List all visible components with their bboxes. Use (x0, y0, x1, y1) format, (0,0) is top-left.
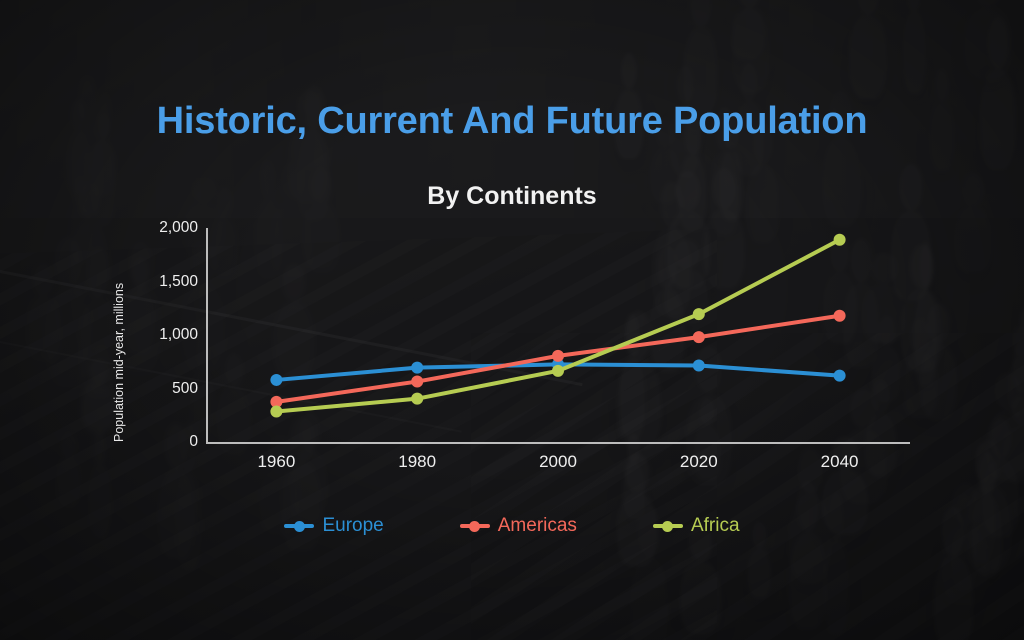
x-axis-tick: 1980 (398, 452, 437, 471)
legend-item-europe[interactable]: Europe (284, 515, 384, 537)
page-subtitle: By Continents (427, 182, 597, 210)
x-axis-line (206, 442, 910, 444)
data-point-europe-1980[interactable] (411, 361, 424, 374)
data-point-europe-1960[interactable] (270, 373, 283, 386)
series-line-africa (274, 237, 842, 414)
page-title: Historic, Current And Future Population (156, 100, 868, 142)
data-point-europe-2040[interactable] (833, 369, 846, 382)
x-axis-tick: 2000 (539, 452, 577, 471)
data-point-americas-2040[interactable] (833, 309, 846, 322)
data-point-americas-1980[interactable] (411, 375, 424, 388)
data-point-africa-2000[interactable] (552, 364, 564, 377)
data-point-africa-1980[interactable] (411, 392, 424, 405)
y-axis-line (206, 228, 208, 442)
legend-label: Europe (322, 515, 384, 536)
legend-dot-icon (293, 520, 305, 532)
data-point-americas-2020[interactable] (692, 331, 705, 344)
y-axis-tick: 500 (172, 379, 198, 397)
y-axis-tick-labels: 0 500 1,000 1,500 2,000 (138, 0, 198, 640)
y-axis-tick: 2,000 (159, 219, 198, 236)
legend-marker-icon (459, 520, 490, 532)
chart-legend: Europe Americas Africa (0, 515, 1024, 537)
y-axis-tick: 0 (189, 433, 198, 450)
legend-dot-icon (662, 520, 674, 532)
data-point-africa-1960[interactable] (270, 405, 283, 418)
data-point-africa-2040[interactable] (833, 233, 846, 246)
legend-item-africa[interactable]: Africa (652, 515, 740, 537)
x-axis-tick: 1960 (257, 452, 296, 471)
y-axis-tick: 1,500 (159, 272, 198, 290)
data-point-europe-2020[interactable] (692, 359, 705, 372)
y-axis-tick: 1,000 (159, 326, 198, 343)
legend-dot-icon (469, 520, 481, 532)
legend-item-americas[interactable]: Americas (459, 515, 577, 537)
legend-marker-icon (284, 520, 315, 532)
data-point-americas-1960[interactable] (270, 395, 283, 408)
data-point-africa-2020[interactable] (692, 308, 705, 321)
legend-label: Africa (690, 515, 740, 536)
data-point-americas-2000[interactable] (552, 349, 564, 362)
legend-label: Americas (497, 515, 577, 536)
legend-marker-icon (652, 520, 683, 532)
x-axis-tick: 2020 (679, 452, 718, 471)
x-axis-tick: 2040 (820, 452, 859, 471)
